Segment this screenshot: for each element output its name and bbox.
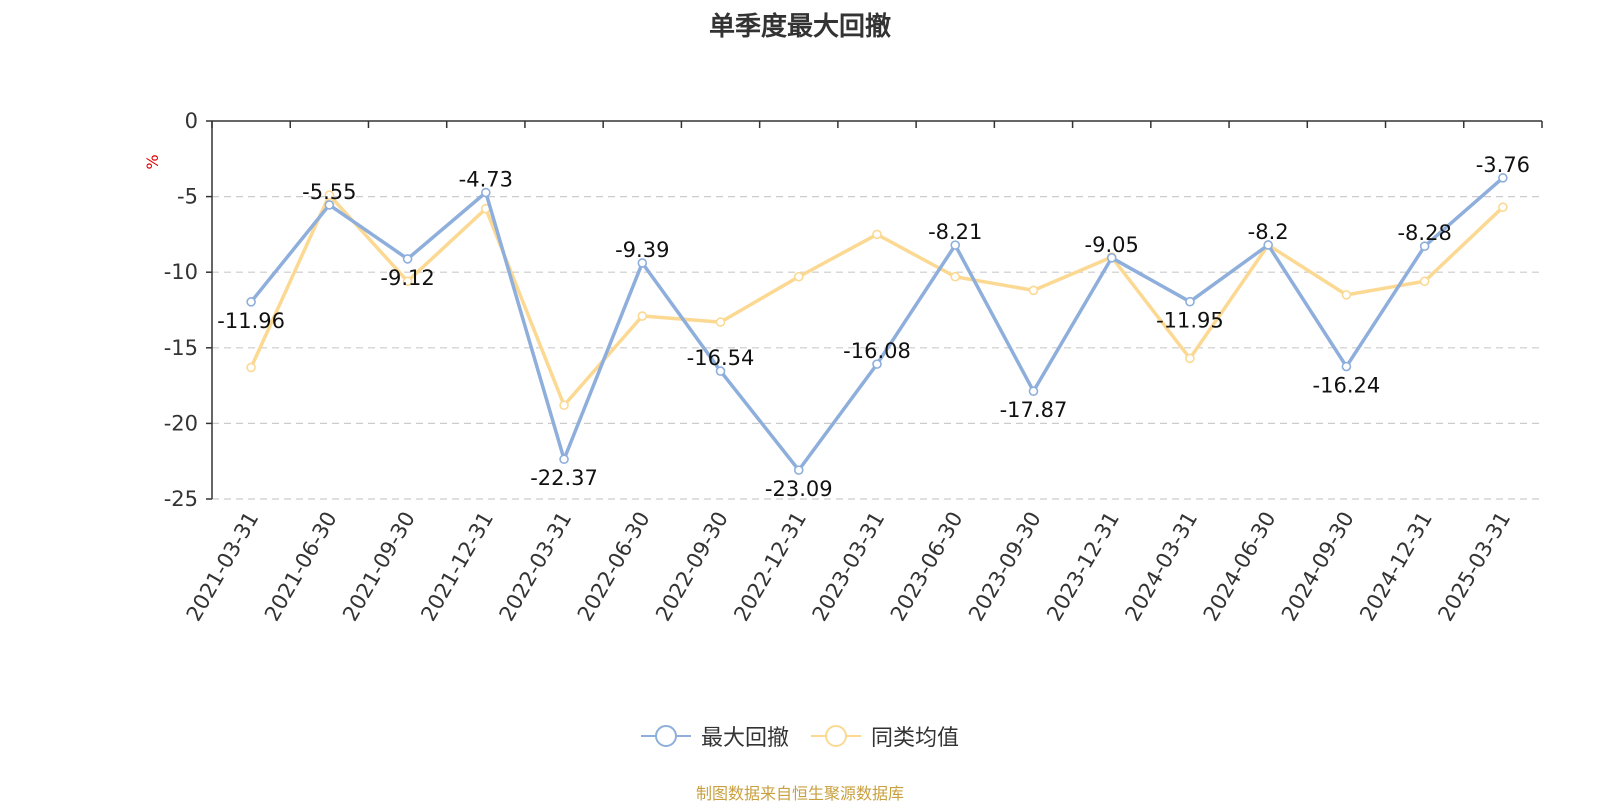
legend-item-peer-average[interactable]: 同类均值 [811,720,959,752]
line-chart: 0-5-10-15-20-25%2021-03-312021-06-302021… [143,109,1543,626]
series-point-0 [402,254,413,264]
series-point-1 [559,400,569,411]
series-point-0 [1341,361,1352,372]
series-point-1 [715,317,726,327]
y-tick-label: -15 [164,336,198,360]
series-point-0 [950,240,961,250]
x-tick-label: 2023-06-30 [886,508,968,626]
legend-marker-peer-average [811,725,861,747]
y-tick-label: -5 [177,185,198,209]
series-line-0 [249,176,1505,472]
series-point-0 [1419,241,1430,251]
y-axis-unit-label: % [143,154,162,169]
x-tick-label: 2025-03-31 [1433,508,1515,626]
data-label: -17.87 [1000,398,1068,422]
series-point-0 [1106,253,1117,263]
x-tick-label: 2023-09-30 [964,508,1046,626]
series-point-1 [950,271,961,282]
y-tick-label: -10 [164,260,198,284]
chart-title: 单季度最大回撤 [708,12,891,42]
series-point-0 [481,187,491,198]
series-point-1 [1419,276,1430,287]
series-point-0 [1263,240,1273,250]
x-tick-label: 2023-03-31 [808,508,890,626]
series-point-1 [1498,202,1508,212]
series-point-1 [1185,353,1195,364]
series-point-0 [793,465,804,475]
data-label: -4.73 [459,168,513,192]
data-label: -8.21 [928,220,982,244]
x-tick-label: 2022-06-30 [573,508,655,626]
x-tick-label: 2021-09-30 [338,508,420,626]
series-point-1 [872,229,882,240]
x-tick-label: 2022-12-31 [729,508,811,626]
data-label: -8.2 [1248,220,1289,244]
x-tick-label: 2024-12-31 [1355,508,1437,626]
legend-label-max-drawdown: 最大回撤 [700,726,789,751]
legend-item-max-drawdown[interactable]: 最大回撤 [640,720,789,752]
data-label: -9.39 [615,238,669,262]
data-label: -16.54 [687,346,755,370]
x-tick-label: 2024-03-31 [1120,508,1202,626]
y-tick-label: -20 [164,411,198,435]
x-tick-label: 2022-09-30 [651,508,733,626]
x-tick-label: 2022-03-31 [495,508,577,626]
series-point-1 [637,311,648,321]
series-point-0 [559,454,569,465]
series-point-0 [872,359,882,369]
x-tick-label: 2024-09-30 [1277,508,1359,626]
data-label: -23.09 [765,477,833,501]
legend-marker-max-drawdown [640,725,691,747]
series-point-1 [246,362,256,373]
data-label: -11.95 [1156,309,1224,333]
x-tick-label: 2023-12-31 [1042,508,1124,626]
series-point-1 [1028,285,1039,296]
data-label: -22.37 [530,466,598,490]
data-label: -11.96 [217,309,285,333]
data-label: -16.24 [1313,374,1381,398]
series-point-0 [1498,173,1508,183]
series-point-0 [1185,296,1195,307]
series-point-0 [1028,386,1039,396]
data-label: -9.12 [380,266,434,290]
data-label: -16.08 [843,339,911,363]
legend-label-peer-average: 同类均值 [871,726,960,751]
series-point-1 [402,276,413,287]
x-tick-label: 2021-03-31 [182,508,264,626]
data-source-note: 制图数据来自恒生聚源数据库 [695,784,904,803]
series-point-0 [324,200,335,210]
y-tick-label: 0 [185,109,198,133]
y-tick-label: -25 [164,487,198,511]
x-tick-label: 2024-06-30 [1199,508,1281,626]
data-label: -5.55 [302,180,356,204]
series-point-0 [246,297,256,307]
data-label: -8.28 [1397,221,1451,245]
series-point-0 [637,258,648,268]
x-tick-label: 2021-12-31 [416,507,498,625]
data-label: -3.76 [1476,153,1530,177]
data-label: -9.05 [1085,233,1139,257]
legend: 最大回撤 同类均值 [0,720,1600,752]
x-tick-label: 2021-06-30 [260,508,342,626]
series-point-1 [1341,290,1352,300]
series-point-1 [793,271,804,282]
series-point-0 [715,366,726,376]
series-point-1 [324,190,335,200]
